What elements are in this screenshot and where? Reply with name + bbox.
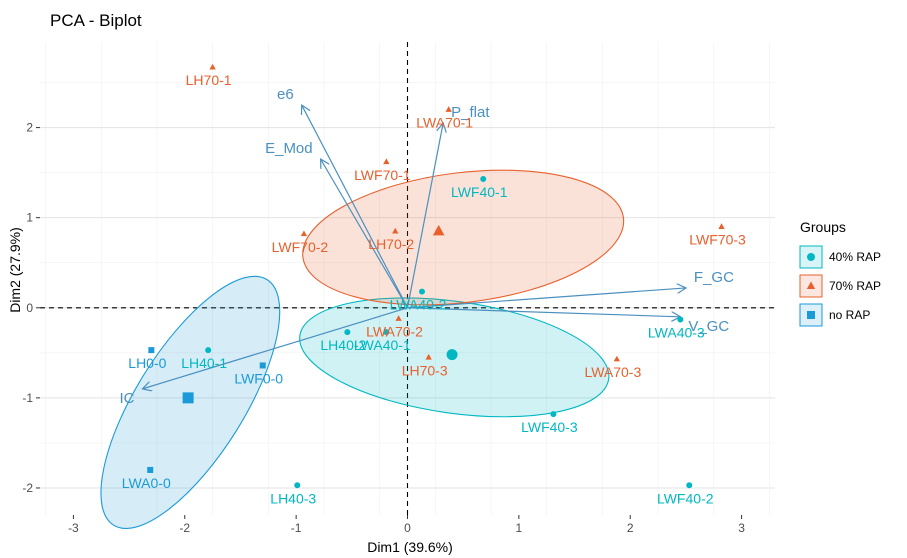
point-label: LWF40-2 — [657, 490, 714, 506]
point-label: LWF70-2 — [272, 239, 329, 255]
point-70-rap — [425, 353, 432, 360]
y-tick-label: 2 — [26, 121, 33, 135]
x-tick-label: 0 — [404, 521, 411, 535]
point-40-rap — [344, 329, 351, 336]
point-70-rap — [718, 223, 725, 229]
y-tick-label: 1 — [26, 211, 33, 225]
point-70-rap — [395, 315, 402, 321]
point-40-rap — [550, 411, 557, 418]
point-40-rap — [205, 347, 212, 354]
legend-label: 70% RAP — [829, 279, 881, 293]
point-40-rap — [480, 175, 487, 182]
point-label: LWA0-0 — [122, 475, 171, 491]
x-tick-label: -3 — [68, 521, 79, 535]
point-70-rap — [613, 355, 620, 362]
point-40-rap — [418, 288, 425, 295]
legend-marker — [806, 281, 816, 290]
point-70-rap — [209, 63, 216, 70]
point-label: LH70-1 — [186, 72, 232, 88]
centroid-70-rap — [432, 224, 445, 236]
x-tick-label: 2 — [627, 521, 634, 535]
point-label: LWA40-3 — [648, 324, 705, 340]
variable-arrow — [406, 123, 444, 308]
x-axis-title: Dim1 (39.6%) — [367, 539, 453, 555]
y-axis-title: Dim2 (27.9%) — [7, 227, 23, 313]
legend-label: 40% RAP — [829, 250, 881, 264]
variable-label: E_Mod — [265, 140, 313, 157]
point-label: LWF70-3 — [689, 232, 746, 248]
point-label: LWA70-3 — [584, 364, 641, 380]
variable-arrow — [407, 307, 681, 317]
point-40-rap — [294, 482, 301, 489]
point-70-rap — [445, 106, 452, 112]
point-label: LWF0-0 — [234, 370, 283, 386]
x-tick-label: -1 — [291, 521, 302, 535]
variable-label: e6 — [277, 86, 294, 103]
point-40-rap — [686, 482, 693, 489]
variable-label: P_flat — [451, 104, 490, 121]
point-70-rap — [392, 227, 399, 234]
point-label: LH40-3 — [270, 490, 316, 506]
legend: Groups 40% RAP 70% RAP no RAP — [799, 219, 881, 327]
variable-arrows: e6 E_Mod P_flat F_GC V_GC IC — [119, 86, 734, 407]
x-tick-label: 3 — [738, 521, 745, 535]
point-label: LH70-3 — [402, 362, 448, 378]
variable-label: IC — [119, 390, 134, 407]
point-40-rap — [383, 329, 390, 336]
legend-title: Groups — [800, 219, 846, 235]
point-label: LWA70-2 — [366, 324, 423, 340]
axes: -3 -2 -1 0 1 2 3 -2 -1 0 1 2 — [22, 42, 775, 535]
x-tick-label: -2 — [179, 521, 190, 535]
point-label: LWA70-1 — [416, 115, 473, 131]
y-tick-label: -2 — [22, 481, 33, 495]
variable-arrow — [321, 159, 409, 309]
point-label: LWA40-2 — [390, 297, 447, 313]
variable-arrow — [302, 105, 409, 309]
point-label: LWA40-1 — [354, 337, 411, 353]
centroid-40-rap — [446, 349, 458, 361]
variable-label: F_GC — [694, 269, 734, 286]
variable-arrow — [407, 288, 686, 309]
variable-label: V_GC — [688, 318, 729, 335]
legend-label: no RAP — [829, 308, 870, 322]
legend-marker — [807, 253, 815, 261]
point-label: LH0-0 — [128, 355, 166, 371]
point-no-rap — [148, 347, 155, 354]
grid — [40, 42, 775, 515]
legend-marker — [807, 311, 815, 319]
point-label: LWF40-3 — [521, 419, 578, 435]
centroid-no-rap — [182, 392, 194, 404]
point-label: LH70-2 — [368, 236, 414, 252]
point-label: LH40-1 — [181, 355, 227, 371]
point-no-rap — [259, 362, 266, 369]
variable-arrow — [142, 307, 408, 389]
data-points — [147, 63, 725, 489]
point-70-rap — [300, 230, 308, 237]
point-40-rap — [677, 316, 684, 323]
x-tick-label: 1 — [516, 521, 523, 535]
point-no-rap — [147, 466, 154, 473]
ellipse-70-rap — [302, 169, 625, 306]
point-label: LH40-2 — [320, 337, 366, 353]
y-tick-label: 0 — [26, 301, 33, 315]
point-label: LWF70-1 — [354, 167, 411, 183]
y-tick-label: -1 — [22, 391, 33, 405]
point-70-rap — [383, 158, 390, 165]
point-label: LWF40-1 — [451, 184, 508, 200]
chart-title: PCA - Biplot — [50, 11, 142, 30]
